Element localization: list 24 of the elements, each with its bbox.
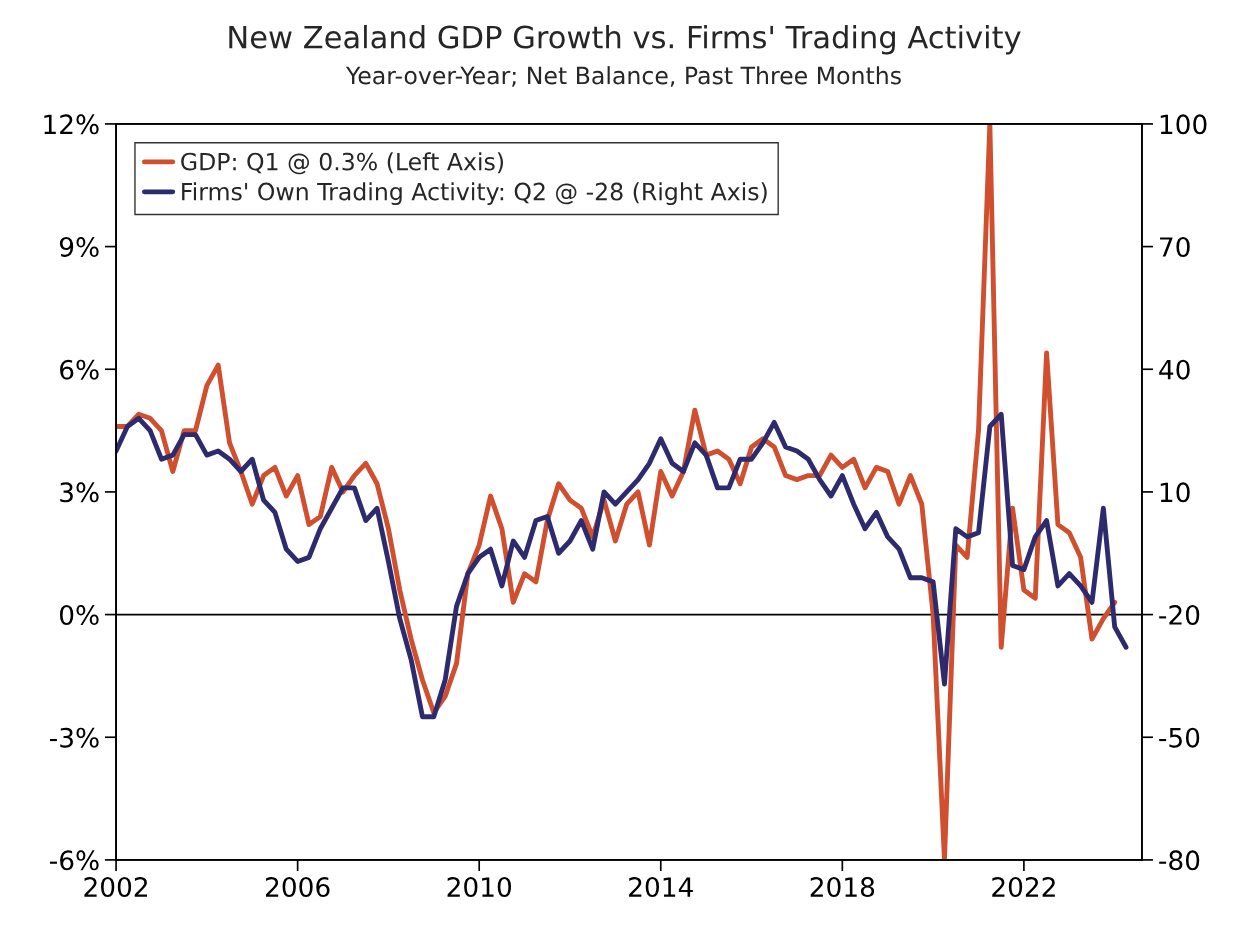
y-tick-label: 6%	[60, 359, 99, 380]
legend-label: Firms' Own Trading Activity: Q2 @ -28 (Right Axis)	[182, 182, 767, 206]
y-tick-label: 0%	[59, 605, 99, 625]
chart-title: New Zealand GDP Growth vs. Firms' Trading Activity	[229, 24, 1021, 55]
y2-tick-label: 10	[1160, 482, 1190, 503]
x-tick-label: 2018	[810, 877, 875, 898]
y2-tick-label: -80	[1159, 850, 1200, 871]
y2-tick-label: 100	[1160, 114, 1207, 135]
x-tick-label: 2006	[265, 877, 330, 898]
y2-tick-label: 70	[1160, 237, 1190, 257]
y-tick-label: -6%	[50, 850, 99, 871]
x-tick-label: 2002	[84, 877, 147, 898]
x-tick-label: 2010	[447, 877, 512, 898]
y-tick-label: 9%	[59, 237, 99, 257]
y-tick-label: -3%	[50, 727, 99, 748]
legend-label: GDP: Q1 @ 0.3% (Left Axis)	[181, 152, 504, 175]
y-tick-label: 3%	[60, 482, 99, 503]
x-tick-label: 2022	[992, 877, 1055, 898]
chart-subtitle: Year-over-Year; Net Balance, Past Three Months	[345, 66, 901, 87]
y-tick-label: 12%	[44, 114, 99, 135]
y2-tick-label: -50	[1159, 727, 1200, 748]
y2-tick-label: 40	[1159, 359, 1190, 380]
y2-tick-label: -20	[1159, 605, 1200, 625]
x-tick-label: 2014	[629, 877, 693, 898]
